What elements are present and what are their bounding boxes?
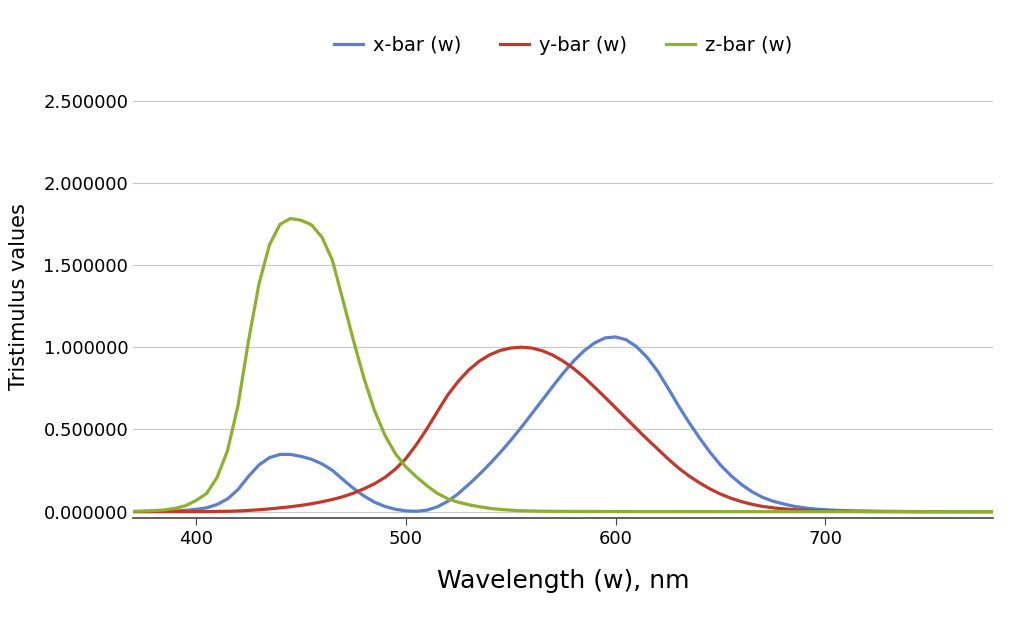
Line: y-bar (w): y-bar (w) [113, 347, 993, 512]
y-bar (w) [106, 508, 119, 516]
x-bar (w) [987, 508, 999, 516]
z-bar (w) [106, 507, 119, 515]
z-bar (w) [767, 508, 779, 516]
x-bar (w) [769, 498, 781, 506]
Legend: x-bar (w), y-bar (w), z-bar (w): x-bar (w), y-bar (w), z-bar (w) [327, 28, 800, 63]
z-bar (w) [825, 508, 838, 516]
x-bar (w) [609, 333, 622, 341]
z-bar (w) [987, 508, 999, 516]
z-bar (w) [715, 508, 727, 516]
y-bar (w) [765, 504, 777, 511]
z-bar (w) [815, 508, 827, 516]
y-bar (w) [515, 343, 527, 351]
z-bar (w) [771, 508, 783, 516]
y-bar (w) [813, 507, 825, 514]
x-bar (w) [813, 506, 825, 513]
X-axis label: Wavelength (w), nm: Wavelength (w), nm [437, 569, 689, 593]
x-bar (w) [106, 508, 119, 516]
Y-axis label: Tristimulus values: Tristimulus values [9, 204, 30, 391]
x-bar (w) [381, 503, 393, 511]
x-bar (w) [823, 506, 836, 514]
y-bar (w) [769, 504, 781, 512]
y-bar (w) [381, 472, 393, 480]
y-bar (w) [639, 434, 651, 441]
z-bar (w) [285, 215, 297, 222]
Line: z-bar (w): z-bar (w) [113, 219, 993, 512]
y-bar (w) [987, 508, 999, 516]
x-bar (w) [639, 351, 651, 359]
z-bar (w) [639, 508, 651, 516]
Line: x-bar (w): x-bar (w) [113, 337, 993, 512]
y-bar (w) [823, 507, 836, 515]
z-bar (w) [383, 439, 395, 446]
x-bar (w) [765, 497, 777, 504]
